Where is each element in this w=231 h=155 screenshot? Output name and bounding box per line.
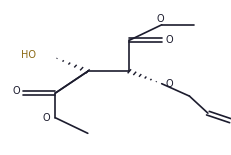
Text: O: O — [165, 35, 173, 45]
Text: O: O — [12, 86, 20, 96]
Text: HO: HO — [21, 50, 36, 60]
Text: O: O — [42, 113, 50, 123]
Text: O: O — [165, 80, 173, 89]
Text: O: O — [157, 14, 164, 24]
